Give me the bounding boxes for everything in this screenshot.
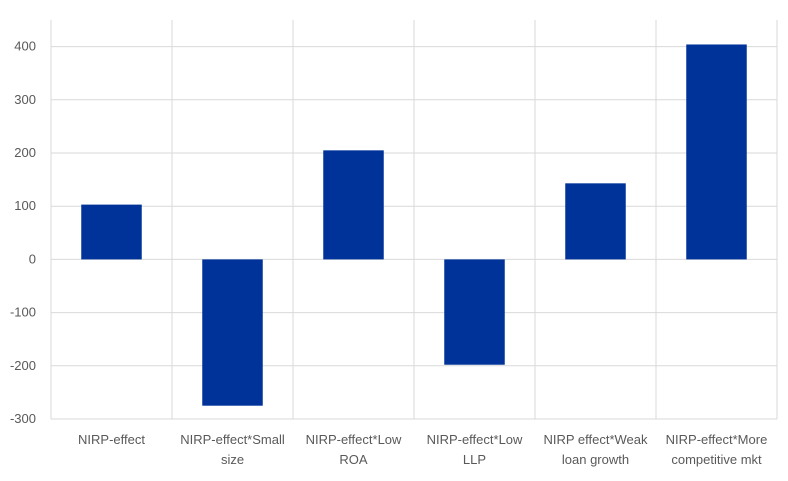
x-category-label: LLP — [463, 452, 486, 467]
x-category-label: size — [221, 452, 244, 467]
y-axis-ticks: -300 -200 -100 0 100 200 300 400 — [10, 39, 36, 426]
gridlines — [50, 20, 778, 420]
bar — [565, 183, 626, 260]
x-axis-categories: NIRP-effect NIRP-effect*Small size NIRP-eff… — [78, 432, 767, 467]
x-category-label: NIRP-effect*More — [666, 432, 768, 447]
bar — [202, 259, 263, 406]
bar — [81, 204, 142, 260]
x-category-label: loan growth — [562, 452, 629, 467]
bar — [686, 44, 747, 260]
y-tick-label: -200 — [10, 358, 36, 373]
bar — [323, 150, 384, 260]
y-tick-label: 100 — [14, 198, 36, 213]
x-category-label: NIRP-effect*Small — [180, 432, 285, 447]
x-category-label: NIRP effect*Weak — [543, 432, 648, 447]
y-tick-label: 300 — [14, 92, 36, 107]
bars — [81, 44, 747, 406]
y-tick-label: -100 — [10, 305, 36, 320]
x-category-label: competitive mkt — [671, 452, 762, 467]
y-tick-label: 0 — [29, 251, 36, 266]
y-tick-label: -300 — [10, 411, 36, 426]
y-tick-label: 400 — [14, 39, 36, 54]
y-tick-label: 200 — [14, 145, 36, 160]
x-category-label: NIRP-effect — [78, 432, 145, 447]
x-category-label: NIRP-effect*Low — [306, 432, 402, 447]
bar — [444, 259, 505, 365]
x-category-label: ROA — [339, 452, 368, 467]
x-category-label: NIRP-effect*Low — [427, 432, 523, 447]
